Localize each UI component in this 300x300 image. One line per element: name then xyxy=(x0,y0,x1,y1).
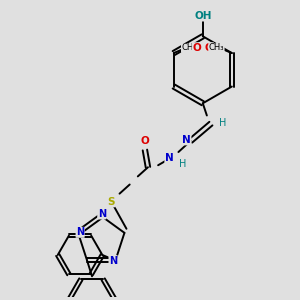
Text: N: N xyxy=(76,227,84,237)
Text: O: O xyxy=(205,43,213,53)
Text: H: H xyxy=(219,118,227,128)
Text: O: O xyxy=(140,136,149,146)
Text: H: H xyxy=(179,159,186,169)
Text: OH: OH xyxy=(194,11,211,21)
Text: N: N xyxy=(182,135,191,145)
Text: N: N xyxy=(165,153,174,163)
Text: CH₃: CH₃ xyxy=(182,44,197,52)
Text: O: O xyxy=(192,43,201,53)
Text: N: N xyxy=(98,209,106,219)
Text: CH₃: CH₃ xyxy=(209,44,224,52)
Text: N: N xyxy=(109,256,117,266)
Text: S: S xyxy=(108,197,115,207)
